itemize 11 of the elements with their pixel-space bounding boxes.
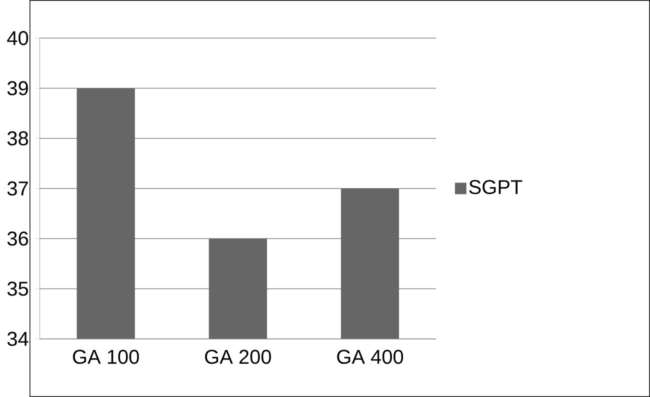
y-tick-label: 40 bbox=[7, 31, 28, 46]
x-tick-label: GA 100 bbox=[72, 350, 139, 364]
y-tick-label: 36 bbox=[7, 232, 28, 246]
y-tick-label: 39 bbox=[7, 81, 28, 96]
y-tick-label: 35 bbox=[7, 282, 28, 296]
y-tick-label: 38 bbox=[7, 131, 28, 146]
y-tick-label: 34 bbox=[7, 332, 28, 346]
y-tick-label: 37 bbox=[7, 181, 28, 196]
x-tick-label: GA 400 bbox=[337, 350, 404, 364]
legend-label: SGPT bbox=[469, 180, 522, 194]
x-tick-label: GA 200 bbox=[205, 350, 271, 364]
